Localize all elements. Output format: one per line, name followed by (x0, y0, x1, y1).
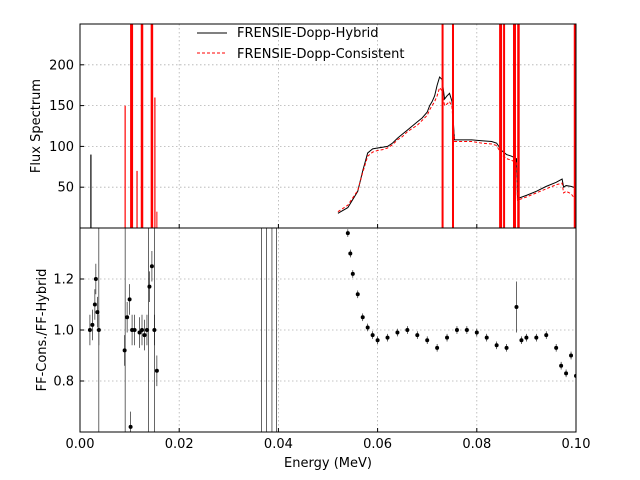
bottom-ticks: 0.00 0.02 0.04 0.06 0.08 0.10 0.8 1.0 1.2 (53, 273, 590, 453)
ratio-point (142, 333, 147, 338)
ratio-point (127, 297, 132, 302)
ratio-point (474, 330, 479, 335)
ratio-point (128, 424, 133, 429)
ratio-point (375, 338, 380, 343)
ratio-point (494, 343, 499, 348)
xtick-label: 0.08 (462, 437, 491, 452)
ratio-point (90, 322, 95, 327)
ratio-point (122, 348, 127, 353)
ratio-point (534, 335, 539, 340)
ratio-point (454, 328, 459, 332)
ratio-point (405, 328, 410, 332)
ratio-point (514, 305, 519, 310)
ratio-point (484, 335, 489, 340)
ratio-point (425, 338, 430, 343)
ratio-point (125, 315, 130, 320)
ratio-point (87, 328, 92, 332)
ratio-point (92, 302, 97, 307)
ratio-point (559, 363, 564, 368)
ratio-point (355, 292, 360, 297)
ratio-point (345, 231, 350, 236)
bottom-ylabel: FF-Cons./FF-Hybrid (35, 269, 50, 392)
ratio-point (519, 338, 524, 343)
ratio-point (95, 310, 100, 315)
ratio-point (504, 345, 509, 350)
ratio-point (435, 345, 440, 350)
ratio-point (415, 333, 420, 338)
ratio-point (132, 328, 137, 332)
ratio-point (140, 328, 144, 332)
ratio-point (569, 353, 574, 358)
xtick-label: 0.00 (66, 437, 95, 452)
legend-label-consistent: FRENSIE-Dopp-Consistent (237, 47, 404, 62)
xtick-label: 0.10 (562, 437, 591, 452)
top-ytick-label: 150 (49, 99, 74, 114)
top-ytick-label: 200 (49, 58, 74, 73)
ratio-point (524, 335, 529, 340)
ratio-point (152, 328, 157, 332)
ratio-point (137, 330, 142, 335)
ratio-point (564, 371, 569, 376)
top-ytick-label: 50 (57, 181, 74, 196)
xlabel: Energy (MeV) (284, 456, 372, 471)
legend: FRENSIE-Dopp-Hybrid FRENSIE-Dopp-Consist… (197, 26, 404, 62)
xtick-label: 0.06 (363, 437, 392, 452)
ratio-point (544, 333, 549, 338)
ratio-point (365, 325, 370, 330)
ratio-point (96, 328, 101, 332)
bottom-plot-area (87, 228, 576, 432)
xtick-label: 0.04 (264, 437, 293, 452)
ratio-point (385, 335, 390, 340)
top-grid (79, 24, 577, 228)
ratio-point (445, 335, 450, 340)
ratio-point (464, 328, 469, 332)
top-plot-area (90, 24, 576, 228)
ratio-point (395, 330, 400, 335)
legend-label-hybrid: FRENSIE-Dopp-Hybrid (237, 26, 379, 41)
series-line-hybrid (337, 76, 576, 214)
ratio-point (348, 251, 353, 256)
ratio-point (93, 277, 98, 281)
bottom-ytick-label: 1.2 (53, 273, 74, 288)
top-ytick-label: 100 (49, 140, 74, 155)
bottom-grid (79, 228, 577, 432)
ratio-point (360, 315, 365, 320)
ratio-point (144, 328, 149, 332)
top-ylabel: Flux Spectrum (29, 79, 44, 173)
ratio-point (149, 264, 154, 269)
series-line-consistent (337, 86, 576, 213)
bottom-ytick-label: 0.8 (53, 375, 74, 390)
ratio-point (370, 333, 375, 338)
ratio-point (147, 284, 152, 289)
xtick-label: 0.02 (165, 437, 194, 452)
ratio-point (350, 271, 355, 276)
top-ticks: 50 100 150 200 (49, 58, 577, 228)
ratio-point (154, 368, 159, 373)
bottom-ytick-label: 1.0 (53, 324, 74, 339)
ratio-point (554, 345, 559, 350)
